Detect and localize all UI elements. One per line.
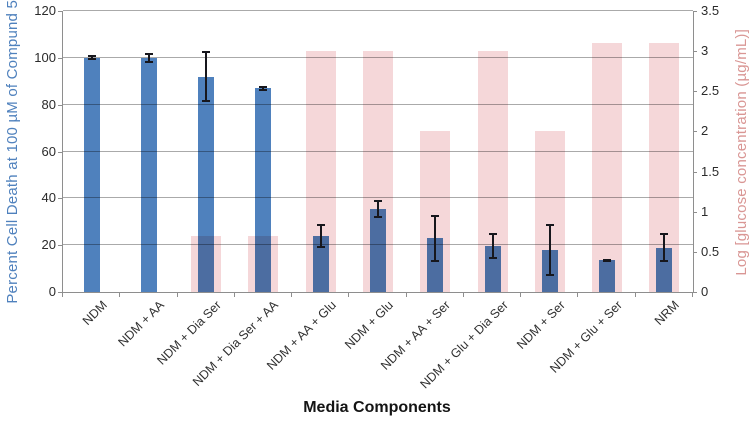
error-bar-cap-top	[259, 85, 268, 88]
error-bar-cap-top	[144, 53, 153, 56]
y-axis-tickmark-right	[693, 292, 697, 293]
error-bar-line	[319, 224, 322, 248]
error-bar-cap-top	[87, 55, 96, 58]
y-axis-tick-label-left: 100	[34, 49, 56, 65]
y-axis-tick-label-left: 120	[34, 3, 56, 18]
bar-glucose-concentration	[592, 43, 623, 292]
bar-cell-death	[656, 247, 673, 292]
error-bar-cap-bottom	[545, 273, 554, 276]
x-axis-title: Media Components	[303, 399, 451, 416]
error-bar-line	[205, 50, 208, 103]
error-bar-line	[147, 53, 150, 63]
y-axis-tickmark-right	[693, 51, 697, 53]
x-axis-tickmark	[462, 293, 464, 297]
y-axis-tickmark-left	[58, 198, 62, 200]
bar-cell-death	[599, 260, 616, 292]
y-axis-tick-label-right: 2.5	[701, 83, 720, 99]
y-axis-tick-label-right: 1.5	[701, 163, 720, 179]
error-bar-cap-top	[488, 233, 497, 236]
error-bar-cap-bottom	[202, 100, 211, 103]
error-bar-line	[90, 55, 93, 61]
y-axis-tickmark-left	[58, 245, 62, 247]
y-axis-tickmark-left	[58, 11, 62, 12]
y-axis-tickmark-right	[693, 11, 697, 12]
error-bar-line	[548, 224, 551, 276]
bar-cell-death	[83, 57, 100, 292]
x-axis-tickmark	[405, 293, 407, 297]
bar-cell-death	[370, 208, 386, 292]
error-bar-line	[434, 214, 437, 262]
error-bar-cap-top	[316, 224, 325, 227]
x-axis-tickmark	[348, 293, 350, 297]
error-bar-line	[377, 199, 379, 219]
y-axis-tick-label-right: 0.5	[701, 243, 720, 259]
plot-area	[62, 10, 694, 293]
y-axis-tickmark-left	[58, 104, 62, 106]
right-axis-title-text: Log [glucose concentration (µg/mL)]	[732, 28, 750, 276]
y-axis-tick-label-right: 2	[701, 123, 709, 139]
x-axis-tickmark	[233, 293, 235, 297]
y-axis-tick-label-left: 20	[41, 237, 56, 253]
gridline	[63, 10, 693, 11]
y-axis-tickmark-left	[58, 292, 62, 293]
y-axis-tickmark-right	[693, 251, 697, 253]
error-bar-cap-bottom	[374, 216, 382, 219]
y-axis-tick-label-right: 0	[701, 284, 709, 299]
y-axis-tickmark-left	[58, 57, 62, 59]
error-bar-cap-bottom	[660, 259, 669, 262]
error-bar-line	[663, 233, 666, 262]
error-bar-line	[491, 233, 494, 260]
error-bar-cap-bottom	[316, 245, 325, 248]
y-axis-tick-label-left: 0	[48, 284, 56, 299]
error-bar-cap-top	[374, 199, 382, 202]
bar-cell-death	[140, 57, 157, 292]
error-bar-cap-bottom	[431, 259, 440, 262]
x-axis-tickmark	[692, 293, 693, 297]
y-axis-tick-label-right: 1	[701, 203, 709, 219]
bar-cell-death	[312, 235, 329, 292]
x-axis-tickmark	[176, 293, 178, 297]
y-axis-tick-label-left: 80	[41, 96, 56, 112]
x-axis-tickmark	[520, 293, 522, 297]
error-bar-cap-bottom	[488, 257, 497, 260]
y-axis-tickmark-left	[58, 151, 62, 153]
y-axis-tick-label-left: 40	[41, 190, 56, 206]
y-axis-tickmark-right	[693, 171, 697, 173]
error-bar-cap-top	[202, 50, 211, 53]
bar-cell-death	[255, 88, 272, 292]
bar-cell-death	[198, 76, 215, 292]
bar-cell-death	[427, 238, 444, 292]
error-bar-cap-bottom	[259, 88, 268, 91]
error-bar-cap-bottom	[87, 58, 96, 61]
y-axis-tick-label-left: 60	[41, 143, 56, 159]
x-axis-tickmark	[62, 293, 63, 297]
y-axis-tick-label-right: 3.5	[701, 3, 720, 18]
y-axis-tickmark-right	[693, 91, 697, 93]
error-bar-cap-bottom	[144, 60, 153, 63]
y-axis-tick-label-right: 3	[701, 43, 709, 59]
y-axis-tickmark-right	[693, 211, 697, 213]
x-axis-tickmark	[119, 293, 121, 297]
error-bar-cap-bottom	[603, 259, 612, 262]
error-bar-cap-top	[431, 214, 440, 217]
error-bar-line	[262, 85, 265, 91]
x-axis-tickmark	[291, 293, 293, 297]
x-axis-tickmark	[577, 293, 579, 297]
x-axis-tickmark	[634, 293, 636, 297]
error-bar-cap-top	[545, 224, 554, 227]
y-axis-tickmark-right	[693, 131, 697, 133]
error-bar-cap-top	[660, 233, 669, 236]
